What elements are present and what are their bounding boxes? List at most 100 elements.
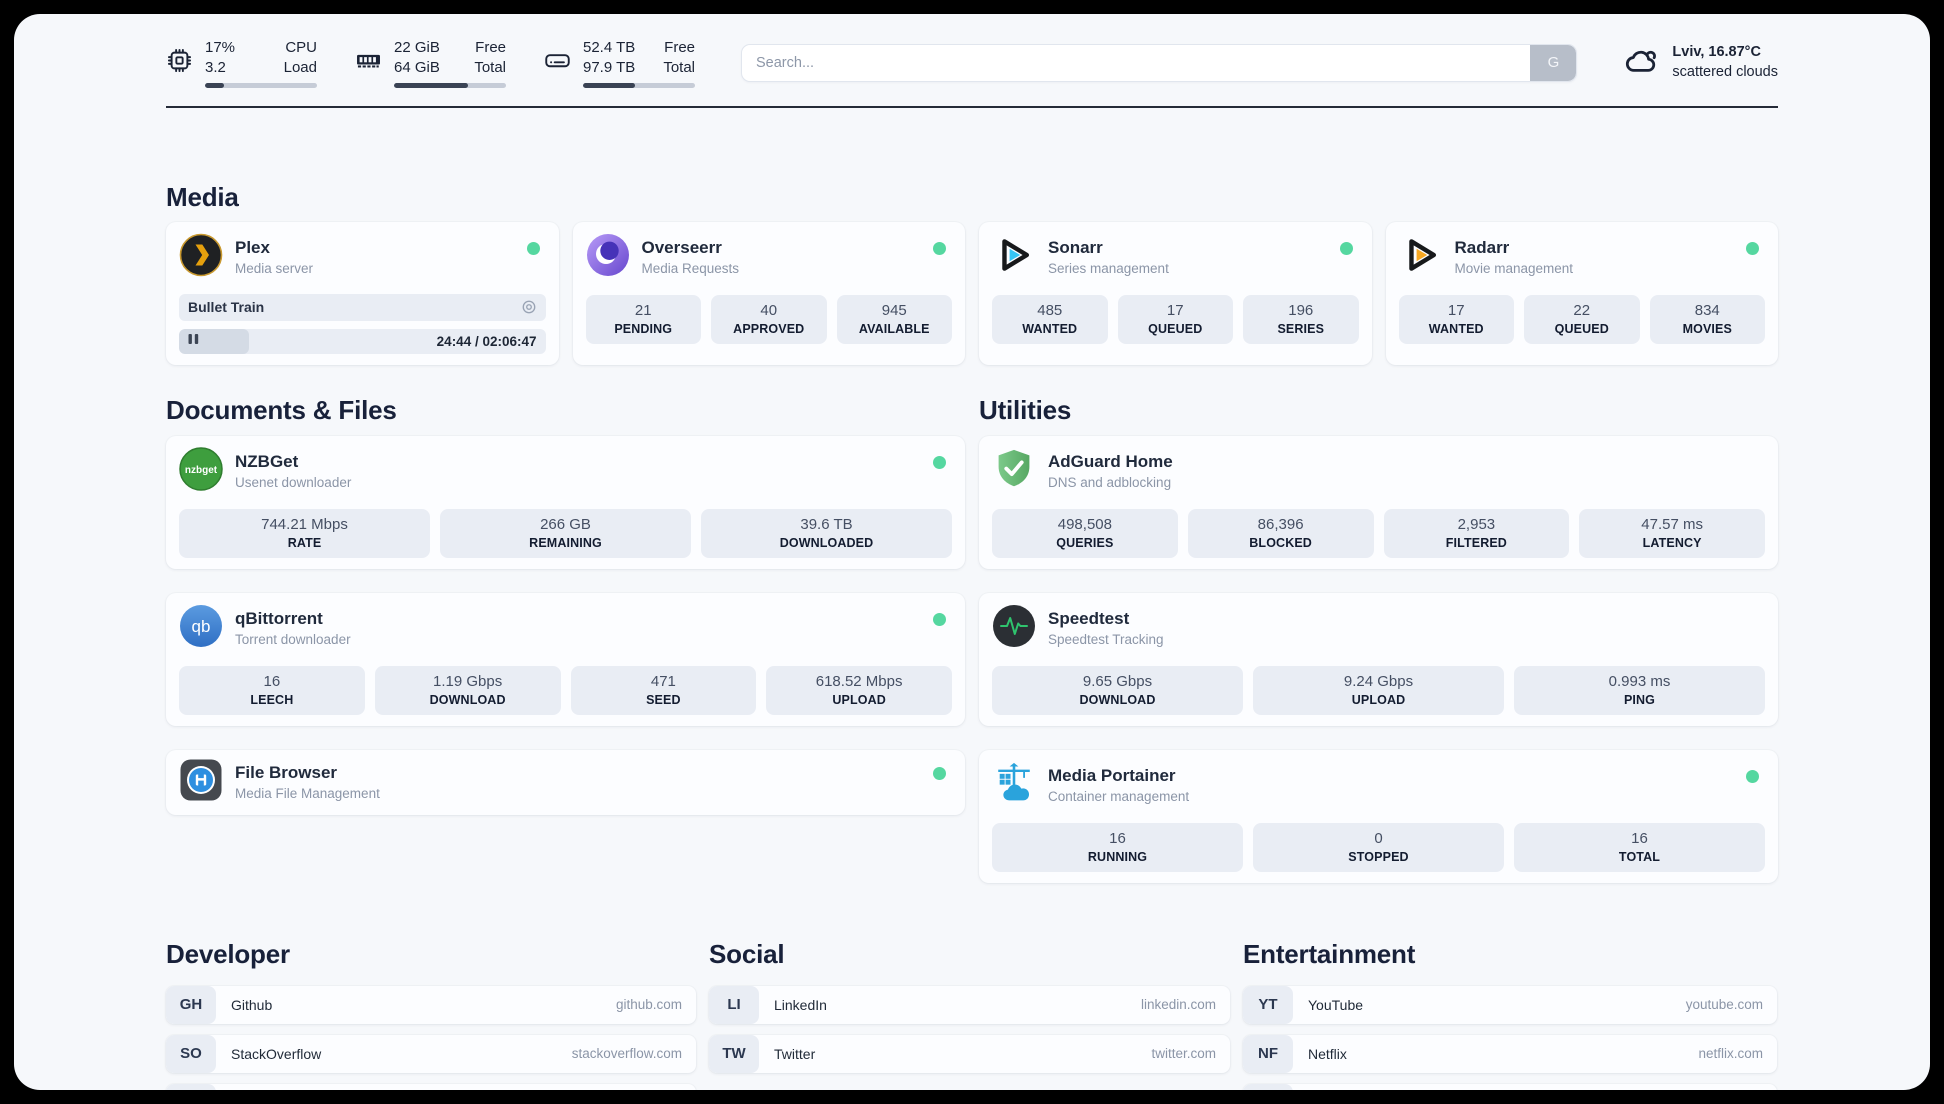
sonarr-icon <box>992 233 1036 282</box>
adguard-stat-filtered: 2,953 FILTERED <box>1383 508 1570 558</box>
developer-section-title: Developer <box>166 938 290 969</box>
cpu-load-value: 3.2 <box>205 58 226 76</box>
record-target-icon <box>521 299 537 315</box>
cloud-icon <box>1623 42 1660 84</box>
filebrowser-card[interactable]: File Browser Media File Management <box>166 749 965 815</box>
bookmark-twitter[interactable]: TW Twitter twitter.com <box>709 1034 1230 1073</box>
radarr-status-dot <box>1746 241 1759 255</box>
bookmark-netflix[interactable]: NF Netflix netflix.com <box>1243 1034 1777 1073</box>
qbittorrent-stat-seed: 471 SEED <box>570 665 757 715</box>
speedtest-card[interactable]: Speedtest Speedtest Tracking 9.65 Gbps D… <box>979 592 1778 726</box>
sonarr-description: Series management <box>1048 261 1169 277</box>
sonarr-card[interactable]: Sonarr Series management 485 WANTED 17 Q… <box>979 221 1372 365</box>
bookmark-youtube[interactable]: YT YouTube youtube.com <box>1243 985 1777 1024</box>
qbittorrent-stat-download: 1.19 Gbps DOWNLOAD <box>374 665 561 715</box>
overseerr-icon <box>586 233 630 282</box>
nzbget-stat-downloaded: 39.6 TB DOWNLOADED <box>701 508 952 558</box>
overseerr-stat-approved: 40 APPROVED <box>711 294 827 344</box>
memory-free-label: Free <box>475 39 506 56</box>
filebrowser-name: File Browser <box>235 763 338 783</box>
qbittorrent-stat-leech: 16 LEECH <box>179 665 365 715</box>
top-bar: 17% 3.2 CPU Load <box>166 38 1778 88</box>
memory-icon <box>355 47 382 79</box>
adguard-description: DNS and adblocking <box>1048 475 1172 491</box>
plex-icon <box>179 233 223 282</box>
portainer-status-dot <box>1746 769 1759 783</box>
radarr-stat-movies: 834 MOVIES <box>1649 294 1765 344</box>
overseerr-name: Overseerr <box>641 238 722 258</box>
bookmark-stackoverflow[interactable]: SO StackOverflow stackoverflow.com <box>166 1034 696 1073</box>
adguard-icon <box>992 447 1036 496</box>
sonarr-stat-queued: 17 QUEUED <box>1117 294 1233 344</box>
header-divider <box>166 105 1778 108</box>
adguard-stat-queries: 498,508 QUERIES <box>992 508 1178 558</box>
qbittorrent-description: Torrent downloader <box>235 632 351 648</box>
qbittorrent-status-dot <box>933 612 946 626</box>
media-section-title: Media <box>166 181 239 212</box>
disk-progress-bar <box>583 82 695 88</box>
plex-name: Plex <box>235 238 270 258</box>
plex-description: Media server <box>235 261 314 277</box>
portainer-description: Container management <box>1048 789 1190 805</box>
bookmark-dev[interactable]: DT DEV dev.to <box>166 1083 696 1090</box>
sonarr-stat-wanted: 485 WANTED <box>992 294 1108 344</box>
utilities-section-title: Utilities <box>979 394 1072 425</box>
cpu-load-label: Load <box>283 58 317 76</box>
qbittorrent-card[interactable]: qb qBittorrent Torrent downloader 16 LEE… <box>166 592 965 726</box>
plex-card[interactable]: Plex Media server Bullet Train <box>166 221 559 365</box>
adguard-card[interactable]: AdGuard Home DNS and adblocking 498,508 … <box>979 435 1778 569</box>
overseerr-status-dot <box>933 241 946 255</box>
adguard-stat-blocked: 86,396 BLOCKED <box>1187 508 1374 558</box>
search-engine-button[interactable]: G <box>1530 44 1577 81</box>
section-documents-files: Documents & Files nzbget NZBGet Usenet d <box>166 395 965 883</box>
nzbget-description: Usenet downloader <box>235 475 352 491</box>
radarr-stat-queued: 22 QUEUED <box>1524 294 1640 344</box>
filebrowser-status-dot <box>933 766 946 780</box>
memory-stat: 22 GiB 64 GiB Free Total <box>355 38 506 88</box>
cpu-stat: 17% 3.2 CPU Load <box>166 38 317 88</box>
nzbget-card[interactable]: nzbget NZBGet Usenet downloader 744.21 M… <box>166 435 965 569</box>
speedtest-stat-ping: 0.993 ms PING <box>1514 665 1765 715</box>
search-bar: G <box>741 43 1578 82</box>
nzbget-stat-remaining: 266 GB REMAINING <box>440 508 691 558</box>
pause-icon[interactable] <box>188 332 199 350</box>
stackoverflow-abbr-icon: SO <box>166 1034 216 1073</box>
social-section-title: Social <box>709 938 785 969</box>
bookmark-github[interactable]: GH Github github.com <box>166 985 696 1024</box>
speedtest-description: Speedtest Tracking <box>1048 632 1164 648</box>
portainer-stat-total: 16 TOTAL <box>1514 822 1765 872</box>
svg-text:nzbget: nzbget <box>185 465 218 476</box>
disk-free-value: 52.4 TB <box>583 39 636 56</box>
overseerr-description: Media Requests <box>641 261 740 277</box>
plex-playback-progress: 24:44 / 02:06:47 <box>179 328 546 354</box>
weather-widget: Lviv, 16.87°C scattered clouds <box>1623 42 1778 84</box>
reddit-abbr-icon: RE <box>1243 1083 1293 1090</box>
search-input[interactable] <box>742 54 1531 71</box>
system-stats: 17% 3.2 CPU Load <box>166 38 695 88</box>
bookmark-reddit[interactable]: RE Reddit reddit.com <box>1243 1083 1777 1090</box>
section-utilities: Utilities <box>979 395 1778 883</box>
sonarr-status-dot <box>1339 241 1353 255</box>
disk-icon <box>544 47 571 79</box>
dev-abbr-icon: DT <box>166 1083 216 1090</box>
nzbget-name: NZBGet <box>235 452 299 472</box>
memory-progress-bar <box>394 82 506 88</box>
bookmark-linkedin[interactable]: LI LinkedIn linkedin.com <box>709 985 1230 1024</box>
linkedin-abbr-icon: LI <box>709 985 759 1024</box>
bookmarks-social: Social LI LinkedIn linkedin.com TW Twitt… <box>709 939 1230 1090</box>
overseerr-stat-pending: 21 PENDING <box>585 294 701 344</box>
memory-free-value: 22 GiB <box>394 39 440 56</box>
plex-time-display: 24:44 / 02:06:47 <box>436 333 537 349</box>
radarr-card[interactable]: Radarr Movie management 17 WANTED 22 QUE… <box>1385 221 1778 365</box>
netflix-abbr-icon: NF <box>1243 1034 1293 1073</box>
speedtest-stat-upload: 9.24 Gbps UPLOAD <box>1253 665 1504 715</box>
radarr-description: Movie management <box>1454 261 1574 277</box>
adguard-stat-latency: 47.57 ms LATENCY <box>1579 508 1765 558</box>
plex-status-dot <box>526 241 540 255</box>
cpu-icon <box>166 47 193 79</box>
overseerr-card[interactable]: Overseerr Media Requests 21 PENDING 40 A… <box>572 221 965 365</box>
portainer-stat-running: 16 RUNNING <box>992 822 1243 872</box>
portainer-card[interactable]: Media Portainer Container management 16 … <box>979 749 1778 883</box>
radarr-name: Radarr <box>1454 238 1510 258</box>
cpu-label: CPU <box>285 39 317 56</box>
